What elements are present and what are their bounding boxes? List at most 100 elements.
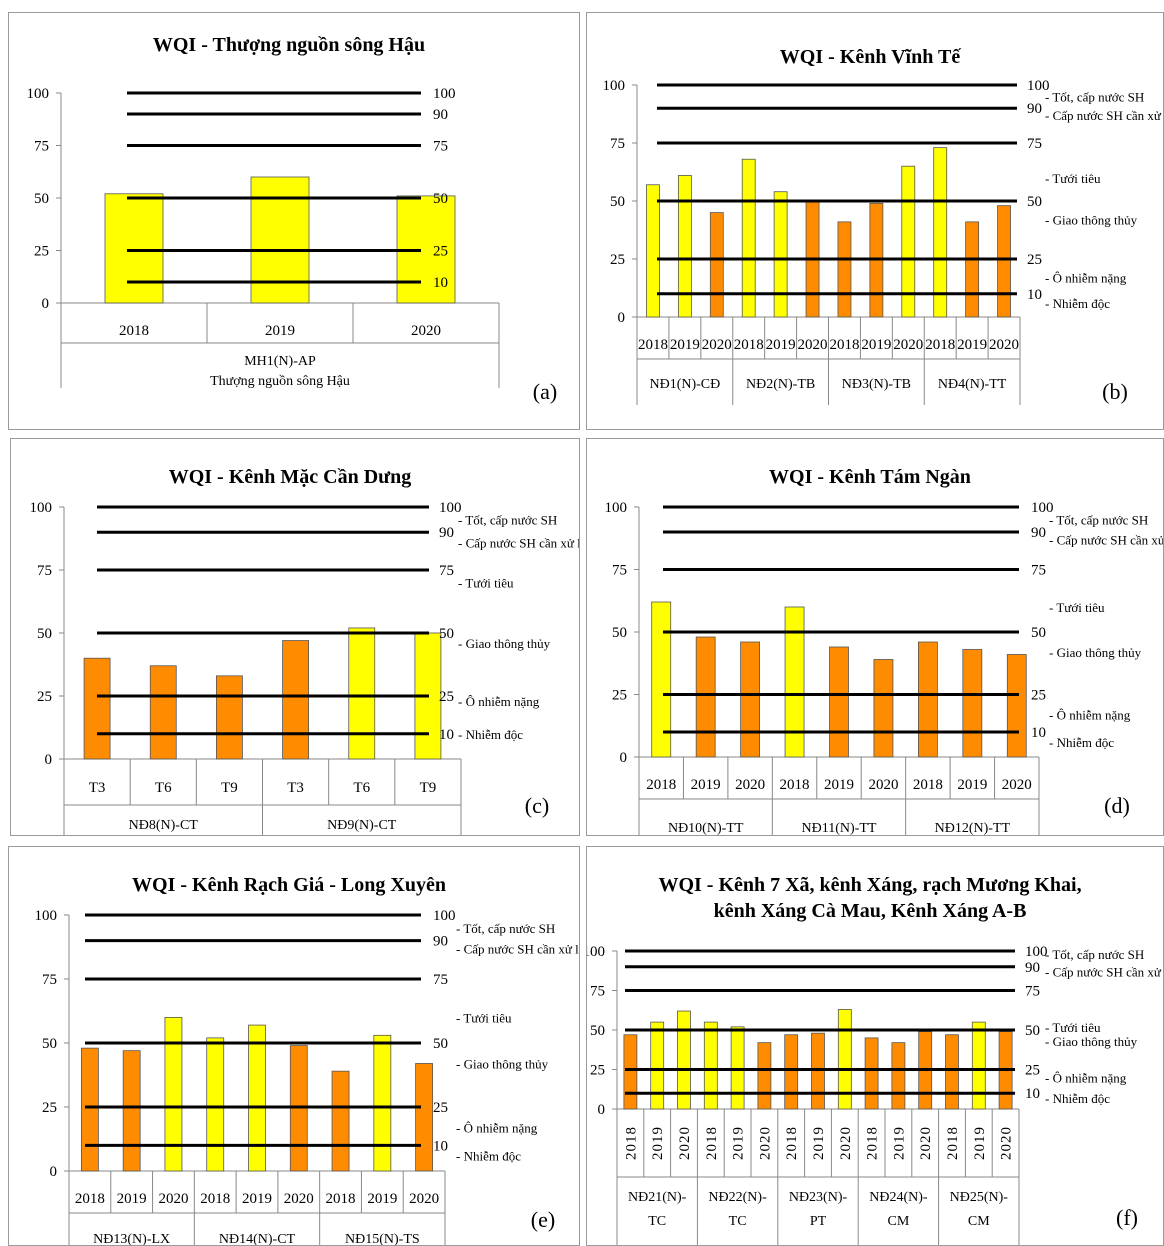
threshold-label: 25 (1027, 252, 1042, 268)
x-category-label: 2019 (891, 1126, 907, 1160)
chart-panel-b: WQI - Kênh Vĩnh Tế 0 25 50 75 100 NĐ1(N)-CĐ NĐ2… (586, 12, 1164, 430)
y-tick-label: 50 (34, 191, 49, 207)
y-tick-label: 75 (590, 984, 605, 1000)
chart-b-svg: WQI - Kênh Vĩnh Tế 0 25 50 75 100 NĐ1(N)-CĐ NĐ2… (603, 46, 1163, 405)
threshold-note: - Ô nhiễm nặng (1045, 1070, 1127, 1085)
threshold-label: 75 (433, 139, 448, 155)
x-category-label: 2018 (945, 1126, 961, 1160)
threshold-note: - Giao thông thủy (458, 636, 551, 651)
threshold-label: 10 (433, 275, 448, 291)
threshold-note: - Tốt, cấp nước SH (456, 921, 555, 936)
threshold-label: 90 (1025, 960, 1040, 976)
bar (677, 1010, 691, 1110)
threshold-note: - Cấp nước SH cần xử lý (1049, 533, 1164, 548)
threshold-label: 100 (1027, 78, 1050, 94)
bar (997, 205, 1011, 318)
threshold-label: 100 (433, 86, 456, 102)
bar (250, 176, 310, 304)
x-category-label: 2019 (650, 1126, 666, 1160)
threshold-label: 75 (1025, 984, 1040, 1000)
x-category-label: 2019 (811, 1126, 827, 1160)
y-tick-label: 25 (612, 688, 627, 704)
group-label: NĐ3(N)-TB (842, 377, 911, 392)
x-category-label: 2019 (731, 1126, 747, 1160)
threshold-note: - Nhiễm độc (458, 727, 523, 742)
bar (373, 1034, 392, 1172)
bar (709, 212, 724, 318)
bar (873, 659, 894, 758)
x-category-label: 2018 (326, 1191, 356, 1207)
x-category-label: 2018 (623, 1126, 639, 1160)
y-tick-label: 0 (50, 1164, 58, 1180)
y-tick-label: 100 (605, 500, 628, 516)
group-label: NĐ21(N)-TC (628, 1190, 687, 1229)
x-category-label: 2020 (158, 1191, 188, 1207)
y-tick-label: 75 (612, 563, 627, 579)
bar (149, 665, 177, 760)
bar (901, 165, 916, 318)
bar (962, 649, 983, 758)
threshold-label: 100 (1031, 500, 1054, 516)
x-category-label: 2018 (119, 323, 149, 339)
threshold-note: - Ô nhiễm nặng (1045, 271, 1127, 286)
x-category-label: 2018 (200, 1191, 230, 1207)
chart-panel-e: WQI - Kênh Rạch Giá - Long Xuyên 0 25 50 75 1… (8, 846, 580, 1246)
threshold-note: - Nhiễm độc (456, 1149, 521, 1164)
threshold-note: - Giao thông thủy (456, 1056, 549, 1071)
group-label: NĐ11(N)-TT (802, 821, 877, 836)
threshold-note: - Cấp nước SH cần xử lý (1045, 965, 1164, 980)
threshold-label: 100 (1025, 944, 1048, 960)
threshold-label: 10 (439, 727, 454, 743)
x-category-label: 2019 (242, 1191, 272, 1207)
x-category-label: T3 (287, 780, 304, 796)
threshold-note: - Tốt, cấp nước SH (1045, 947, 1144, 962)
x-category-label: 2018 (75, 1191, 105, 1207)
chart-title: WQI - Kênh Mặc Cần Dưng (169, 466, 412, 488)
threshold-note: - Giao thông thủy (1049, 645, 1142, 660)
bar (945, 1034, 959, 1110)
group-label: NĐ22(N)-TC (708, 1190, 767, 1229)
y-tick-label: 75 (37, 563, 52, 579)
x-category-label: 2018 (704, 1126, 720, 1160)
x-category-label: 2020 (1002, 777, 1032, 793)
y-tick-label: 75 (42, 972, 57, 988)
bar (331, 1070, 350, 1172)
bar (646, 184, 660, 318)
group-label: NĐ8(N)-CT (129, 818, 199, 833)
threshold-label: 75 (433, 972, 448, 988)
threshold-label: 25 (1025, 1063, 1040, 1079)
x-category-label: 2020 (284, 1191, 314, 1207)
threshold-label: 75 (439, 563, 454, 579)
y-tick-label: 25 (590, 1063, 605, 1079)
y-tick-label: 100 (587, 944, 605, 960)
bar (206, 1037, 225, 1172)
x-category-label: 2019 (824, 777, 854, 793)
x-category-label: 2020 (757, 1126, 773, 1160)
y-tick-label: 50 (612, 625, 627, 641)
chart-title: WQI - Kênh Rạch Giá - Long Xuyên (132, 874, 446, 896)
threshold-note: - Tưới tiêu (1045, 171, 1101, 186)
threshold-label: 90 (433, 934, 448, 950)
bar (623, 1034, 638, 1110)
threshold-label: 75 (1027, 136, 1042, 152)
bar (837, 1009, 852, 1110)
bar (740, 641, 761, 758)
bar (248, 1024, 266, 1172)
threshold-note: - Giao thông thủy (1045, 1034, 1138, 1049)
x-category-label: 2019 (367, 1191, 397, 1207)
x-category-label: 2019 (861, 337, 891, 353)
chart-panel-c: WQI - Kênh Mặc Cần Dưng 0 25 50 75 100 NĐ8(N)-… (10, 438, 580, 836)
y-tick-label: 75 (34, 139, 49, 155)
panel-label: (d) (1104, 793, 1130, 818)
x-category-label: 2018 (829, 337, 859, 353)
panel-label: (b) (1102, 379, 1128, 404)
threshold-note: - Ô nhiễm nặng (456, 1120, 538, 1135)
bar (104, 193, 164, 304)
y-tick-label: 50 (37, 626, 52, 642)
y-tick-label: 100 (30, 500, 53, 516)
threshold-note: - Tưới tiêu (456, 1010, 512, 1025)
bar (695, 636, 716, 758)
bar (164, 1016, 183, 1172)
y-tick-label: 25 (37, 689, 52, 705)
bar (282, 640, 309, 760)
